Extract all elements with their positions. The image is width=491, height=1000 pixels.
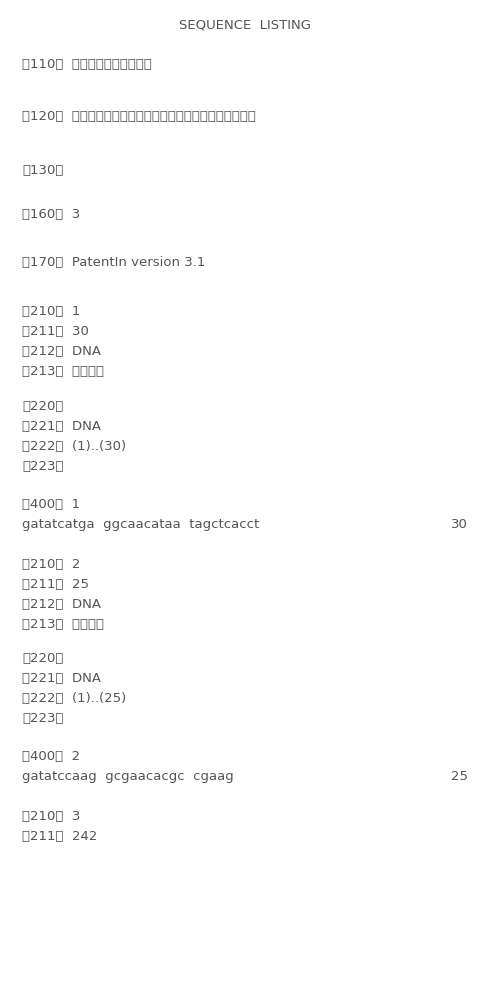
Text: 〈221〉  DNA: 〈221〉 DNA [22,672,101,685]
Text: SEQUENCE  LISTING: SEQUENCE LISTING [180,18,311,31]
Text: 〈213〉  人工设计: 〈213〉 人工设计 [22,618,104,631]
Text: 〈160〉  3: 〈160〉 3 [22,208,80,221]
Text: 〈170〉  PatentIn version 3.1: 〈170〉 PatentIn version 3.1 [22,256,205,269]
Text: 〈221〉  DNA: 〈221〉 DNA [22,420,101,433]
Text: 〈222〉  (1)..(30): 〈222〉 (1)..(30) [22,440,126,453]
Text: gatatcatga  ggcaacataa  tagctcacct: gatatcatga ggcaacataa tagctcacct [22,518,259,531]
Text: 〈210〉  1: 〈210〉 1 [22,305,81,318]
Text: 〈211〉  242: 〈211〉 242 [22,830,97,843]
Text: 〈222〉  (1)..(25): 〈222〉 (1)..(25) [22,692,126,705]
Text: 30: 30 [451,518,468,531]
Text: 〈210〉  2: 〈210〉 2 [22,558,81,571]
Text: 〈220〉: 〈220〉 [22,652,63,665]
Text: 〈223〉: 〈223〉 [22,712,63,725]
Text: gatatccaag  gcgaacacgc  cgaag: gatatccaag gcgaacacgc cgaag [22,770,234,783]
Text: 〈212〉  DNA: 〈212〉 DNA [22,345,101,358]
Text: 〈120〉  一种鱼类肘瘾厄死因子家族蛋白的重组蛋白及其应用: 〈120〉 一种鱼类肘瘾厄死因子家族蛋白的重组蛋白及其应用 [22,110,256,123]
Text: 〈211〉  30: 〈211〉 30 [22,325,89,338]
Text: 〈213〉  人工设计: 〈213〉 人工设计 [22,365,104,378]
Text: 〈212〉  DNA: 〈212〉 DNA [22,598,101,611]
Text: 〈223〉: 〈223〉 [22,460,63,473]
Text: 〈400〉  2: 〈400〉 2 [22,750,80,763]
Text: 〈400〉  1: 〈400〉 1 [22,498,80,511]
Text: 〈211〉  25: 〈211〉 25 [22,578,89,591]
Text: 25: 25 [451,770,468,783]
Text: 〈110〉  中国科学院海洋研究所: 〈110〉 中国科学院海洋研究所 [22,58,152,71]
Text: 〈130〉: 〈130〉 [22,164,63,177]
Text: 〈210〉  3: 〈210〉 3 [22,810,81,823]
Text: 〈220〉: 〈220〉 [22,400,63,413]
